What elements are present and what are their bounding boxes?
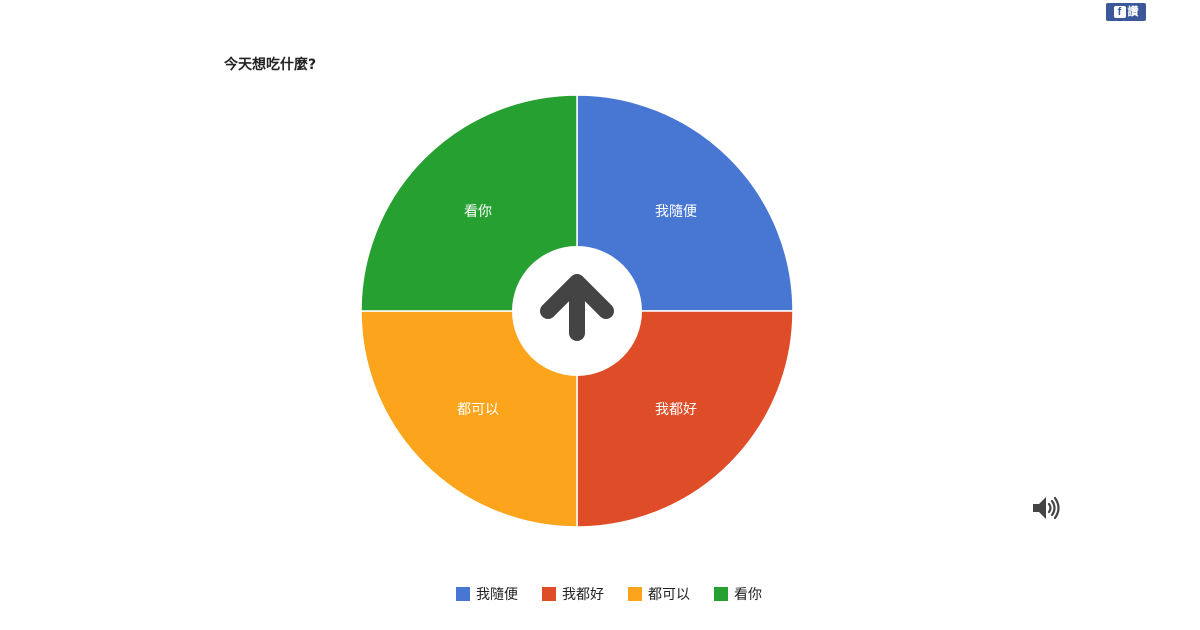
wheel-slice-label: 都可以	[457, 402, 499, 418]
sound-toggle-button[interactable]	[1030, 494, 1062, 522]
wheel-slice-label: 看你	[464, 204, 492, 220]
facebook-icon: f	[1113, 6, 1126, 18]
wheel-slice-1	[576, 94, 794, 312]
chart-legend: 我隨便 我都好 都可以 看你	[0, 584, 1200, 604]
legend-label: 看你	[734, 587, 762, 603]
wheel-slice-label: 我都好	[655, 402, 697, 418]
like-label: 讚	[1127, 5, 1139, 18]
page-title: 今天想吃什麼?	[224, 57, 317, 73]
legend-swatch	[714, 587, 728, 601]
wheel-slice-3	[360, 310, 578, 528]
spin-button[interactable]	[512, 246, 642, 376]
legend-item: 我都好	[542, 584, 604, 604]
legend-label: 我都好	[562, 587, 604, 603]
wheel-slice-4	[360, 94, 578, 312]
legend-swatch	[456, 587, 470, 601]
legend-item: 我隨便	[456, 584, 518, 604]
wheel-slice-2	[576, 310, 794, 528]
legend-item: 都可以	[628, 584, 690, 604]
legend-label: 我隨便	[476, 587, 518, 603]
legend-swatch	[542, 587, 556, 601]
legend-label: 都可以	[648, 587, 690, 603]
speaker-volume-icon	[1033, 496, 1060, 520]
legend-swatch	[628, 587, 642, 601]
facebook-like-button[interactable]: f 讚	[1106, 3, 1146, 21]
wheel-slice-label: 我隨便	[655, 204, 697, 220]
legend-item: 看你	[714, 584, 762, 604]
arrow-up-icon	[540, 274, 614, 341]
